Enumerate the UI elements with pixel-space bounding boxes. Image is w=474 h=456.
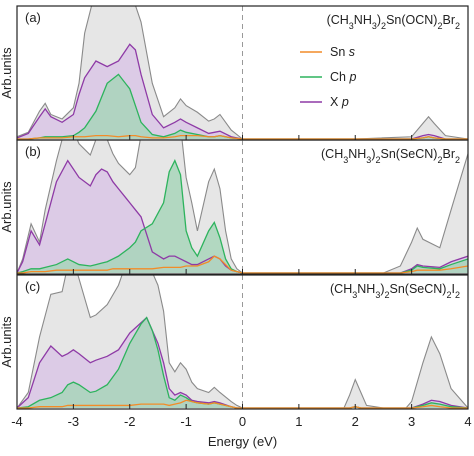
panel-a: (a) (CH3NH3)2Sn(OCN)2Br2 Arb.units — [0, 5, 469, 141]
compound-formula: (CH3NH3)2Sn(SeCN)2Br2 — [321, 147, 460, 165]
series-ch-p-fill — [17, 317, 468, 408]
series-total-line — [17, 6, 468, 140]
compound-formula: (CH3NH3)2Sn(SeCN)2I2 — [330, 282, 460, 300]
x-tick-label: 1 — [295, 414, 302, 429]
plot-area — [17, 140, 468, 274]
series-sn-s-line — [17, 134, 468, 140]
x-tick-label: 4 — [464, 414, 471, 429]
x-tick-label: -2 — [124, 414, 136, 429]
legend-label-ch: Ch p — [330, 70, 356, 84]
panel-c: (c) (CH3NH3)2Sn(SeCN)2I2 Arb.units — [0, 274, 469, 410]
x-tick-label: 2 — [352, 414, 359, 429]
x-axis-title: Energy (eV) — [208, 434, 277, 449]
legend-label-x: X p — [330, 95, 349, 109]
x-tick-label: 0 — [239, 414, 246, 429]
panel-b: (b) (CH3NH3)2Sn(SeCN)2Br2 Arb.units — [0, 139, 469, 275]
series-sn-s-line — [17, 399, 468, 409]
legend-label-sn: Sn s — [330, 45, 355, 59]
compound-formula: (CH3NH3)2Sn(OCN)2Br2 — [327, 13, 460, 31]
plot-area — [17, 6, 468, 140]
x-tick-label: -4 — [11, 414, 23, 429]
series-x-p-fill — [17, 160, 468, 273]
series-total-line — [17, 140, 468, 274]
y-axis-title: Arb.units — [0, 47, 14, 99]
panel-label: (b) — [25, 144, 41, 159]
panel-label: (a) — [25, 10, 41, 25]
x-tick-label: -3 — [68, 414, 80, 429]
x-tick-label: -1 — [180, 414, 192, 429]
y-axis-title: Arb.units — [0, 316, 14, 368]
x-tick-label: 3 — [408, 414, 415, 429]
plot-area — [17, 275, 468, 409]
legend: Sn s Ch p X p — [300, 45, 356, 109]
y-axis-title: Arb.units — [0, 181, 14, 233]
series-sn-s-line — [17, 255, 468, 274]
panel-label: (c) — [25, 279, 40, 294]
